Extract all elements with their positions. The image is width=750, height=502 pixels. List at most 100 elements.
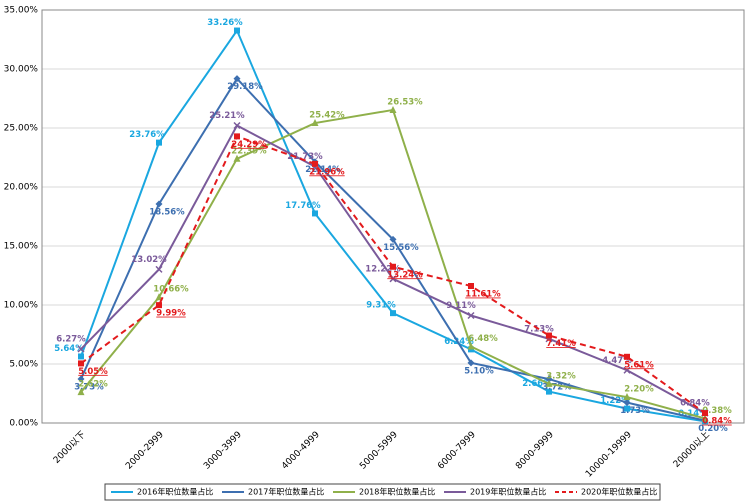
point	[389, 235, 397, 243]
series: 5.05% 9.99% 24.29% 21.96% 13.24% 11.61% 7.41% 5…	[78, 133, 732, 427]
x-tick-label: 10000-19999	[584, 430, 634, 480]
data-label: 9.31%	[366, 301, 396, 311]
x-tick-label: 2000-2999	[124, 430, 166, 472]
x-tick-label: 5000-5999	[358, 430, 400, 472]
legend-label: 2018年职位数量占比	[359, 487, 435, 497]
data-label: 6.27%	[56, 335, 86, 345]
y-tick-label: 15.00%	[4, 242, 39, 252]
data-label: 2.66%	[522, 379, 552, 389]
point	[155, 293, 163, 301]
y-tick-label: 10.00%	[4, 301, 39, 311]
y-tick-label: 25.00%	[4, 124, 39, 134]
data-label: 17.76%	[285, 201, 321, 211]
point	[312, 160, 318, 167]
y-tick-label: 20.00%	[4, 183, 39, 193]
point	[233, 154, 241, 162]
x-tick-label: 20000以上	[671, 429, 712, 470]
data-label: 9.99%	[156, 309, 186, 319]
point	[545, 379, 553, 387]
data-label: 25.21%	[209, 111, 245, 121]
data-label: 24.29%	[231, 140, 267, 150]
point	[78, 353, 84, 360]
data-label: 11.61%	[465, 290, 501, 300]
data-label: 6.48%	[468, 334, 498, 344]
point	[155, 265, 163, 273]
data-label: 0.20%	[698, 424, 728, 434]
point	[623, 366, 631, 374]
point	[467, 311, 475, 320]
data-label: 10.66%	[153, 285, 189, 295]
data-label: 4.47%	[602, 356, 632, 366]
data-label: 13.24%	[387, 270, 423, 280]
point	[233, 75, 241, 83]
series: 6.27% 13.02% 25.21% 21.73% 12.22% 9.11% 7.13% 4…	[56, 111, 710, 417]
point	[77, 345, 85, 353]
point	[311, 119, 319, 127]
legend-label: 2019年职位数量占比	[470, 487, 546, 497]
point	[624, 353, 630, 360]
data-label: 13.02%	[131, 255, 167, 265]
plot-border	[41, 9, 745, 424]
point	[156, 302, 162, 309]
point	[234, 133, 240, 140]
y-tick-label: 35.00%	[4, 6, 39, 16]
data-label: 22.14%	[305, 165, 341, 175]
point	[156, 139, 162, 146]
data-label: 3.32%	[546, 371, 576, 381]
point	[389, 105, 397, 113]
point	[623, 399, 631, 407]
point	[155, 200, 163, 208]
data-label: 26.53%	[387, 97, 423, 107]
data-label: 7.41%	[546, 339, 576, 349]
data-label: 7.13%	[524, 324, 554, 334]
point	[467, 342, 475, 350]
y-tick-label: 5.00%	[9, 360, 38, 370]
data-label: 0.84%	[680, 399, 710, 409]
data-label: 3.72%	[542, 383, 572, 393]
data-label: 2.62%	[78, 380, 108, 390]
point	[546, 388, 552, 395]
point	[702, 410, 708, 417]
point	[77, 388, 85, 396]
point	[390, 310, 396, 317]
data-label: 22.39%	[231, 146, 267, 156]
y-tick-label: 0.00%	[9, 419, 38, 429]
point	[312, 210, 318, 217]
y-tick-label: 30.00%	[4, 65, 39, 75]
legend-box	[104, 483, 661, 501]
point	[390, 263, 396, 270]
x-tick-label: 6000-7999	[436, 430, 478, 472]
data-label: 1.22%	[600, 396, 630, 406]
point	[467, 359, 475, 367]
data-label: 5.61%	[624, 360, 654, 370]
data-label: 21.96%	[309, 167, 345, 177]
data-label: 9.11%	[446, 301, 476, 311]
data-label: 5.10%	[464, 366, 494, 376]
point	[233, 121, 241, 130]
point	[468, 283, 474, 290]
data-label: 33.26%	[207, 18, 243, 28]
data-label: 29.18%	[227, 82, 263, 92]
series: 3.73% 18.56% 29.18% 22.14% 15.56% 5.10% 3.72% 1…	[74, 75, 728, 434]
legend-label: 2020年职位数量占比	[581, 487, 657, 497]
data-label: 23.76%	[129, 130, 165, 140]
data-label: 0.14%	[678, 409, 708, 419]
data-label: 3.73%	[74, 382, 104, 392]
point	[234, 27, 240, 34]
point	[623, 393, 631, 401]
point	[78, 360, 84, 367]
x-tick-label: 8000-9999	[514, 430, 556, 472]
series: 2.62%10.66%22.39%25.42%26.53%6.48%3.32%2…	[77, 97, 732, 422]
point	[389, 275, 397, 283]
data-label: 15.56%	[383, 243, 419, 253]
x-tick-label: 2000以下	[52, 430, 88, 466]
data-label: 5.05%	[78, 367, 108, 377]
data-label: 25.42%	[309, 111, 345, 121]
data-label: 21.73%	[287, 152, 323, 162]
point	[545, 375, 553, 383]
data-label: 0.38%	[702, 406, 732, 416]
data-label: 1.73%	[620, 406, 650, 416]
legend-label: 2017年职位数量占比	[248, 487, 324, 497]
data-label: 18.56%	[149, 207, 185, 217]
